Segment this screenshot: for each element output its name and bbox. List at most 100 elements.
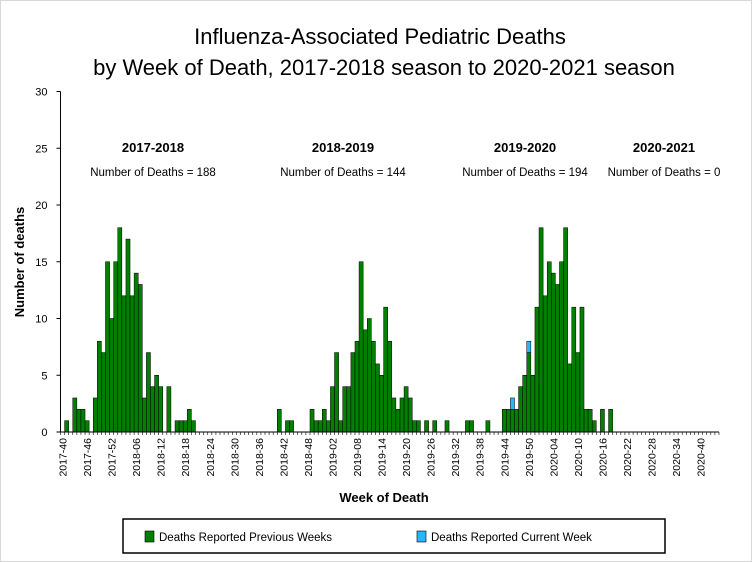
y-tick-label: 10 xyxy=(35,314,47,326)
bar-previous-weeks xyxy=(506,409,511,433)
bar-previous-weeks xyxy=(444,420,450,433)
bar-previous-weeks xyxy=(137,284,143,433)
bar-previous-weeks xyxy=(117,227,123,433)
bar-previous-weeks xyxy=(191,420,196,433)
bar-previous-weeks xyxy=(182,420,188,433)
season-deaths-label: Number of Deaths = 188 xyxy=(90,167,216,179)
bar-previous-weeks xyxy=(546,261,552,433)
x-tick-label: 2019-02 xyxy=(327,438,339,477)
season-label: 2018-2019 xyxy=(312,140,374,155)
y-axis: 0 5 10 15 20 25 30 xyxy=(35,87,61,439)
x-tick-label: 2020-28 xyxy=(647,438,659,477)
bar-previous-weeks xyxy=(469,420,474,433)
chart-title: Influenza-Associated Pediatric Deaths xyxy=(194,24,566,49)
bar-previous-weeks xyxy=(92,397,98,433)
bar-previous-weeks xyxy=(80,409,86,433)
bar-previous-weeks xyxy=(526,352,532,433)
bar-previous-weeks xyxy=(600,409,605,433)
bar-previous-weeks xyxy=(142,397,147,433)
bar-previous-weeks xyxy=(346,386,352,433)
bar-previous-weeks xyxy=(101,352,106,433)
bar-previous-weeks xyxy=(326,420,331,433)
bar-previous-weeks xyxy=(317,420,323,433)
season-deaths-label: Number of Deaths = 144 xyxy=(280,167,406,179)
bar-previous-weeks xyxy=(411,420,417,433)
bar-previous-weeks xyxy=(338,420,343,433)
bar-previous-weeks xyxy=(330,386,335,433)
bar-previous-weeks xyxy=(518,386,523,433)
bar-previous-weeks xyxy=(342,386,348,433)
y-tick-label: 15 xyxy=(35,257,47,269)
bar-previous-weeks xyxy=(64,420,69,433)
bar-previous-weeks xyxy=(350,352,356,433)
bar-previous-weeks xyxy=(125,238,131,433)
bar-previous-weeks xyxy=(133,272,139,433)
x-axis: 2017-40 2017-46 2017-52 2018-06 2018-12 2018-… xyxy=(58,431,720,477)
bar-previous-weeks xyxy=(424,420,429,433)
x-tick-label: 2018-18 xyxy=(180,438,192,477)
bar-previous-weeks xyxy=(166,386,172,433)
x-tick-label: 2019-14 xyxy=(377,438,389,477)
x-tick-label: 2018-30 xyxy=(229,438,241,477)
y-tick-label: 0 xyxy=(41,427,47,439)
x-tick-label: 2019-26 xyxy=(426,438,438,477)
x-tick-label: 2018-24 xyxy=(205,438,217,477)
bar-previous-weeks xyxy=(383,306,388,433)
x-tick-label: 2019-38 xyxy=(475,438,487,477)
bar-previous-weeks xyxy=(375,363,380,433)
bar-previous-weeks xyxy=(465,420,470,433)
bar-previous-weeks xyxy=(362,329,368,433)
bar-previous-weeks xyxy=(542,295,548,433)
bar-previous-weeks xyxy=(154,375,159,433)
bar-previous-weeks xyxy=(158,386,164,433)
season-deaths-label: Number of Deaths = 0 xyxy=(608,167,721,179)
x-tick-label: 2017-52 xyxy=(107,438,119,477)
x-tick-label: 2019-20 xyxy=(401,438,413,477)
bar-previous-weeks xyxy=(334,352,339,433)
x-tick-label: 2018-42 xyxy=(278,438,290,477)
x-tick-label: 2017-46 xyxy=(82,438,94,477)
legend-swatch-current-week xyxy=(416,530,427,543)
bar-previous-weeks xyxy=(289,420,294,433)
x-tick-label: 2020-10 xyxy=(573,438,585,477)
x-tick-label: 2019-08 xyxy=(352,438,364,477)
bar-previous-weeks xyxy=(113,261,119,433)
legend-swatch-previous-weeks xyxy=(144,530,155,543)
bar-previous-weeks xyxy=(84,420,90,433)
bar-previous-weeks xyxy=(530,375,536,433)
season-label: 2017-2018 xyxy=(122,140,184,155)
bar-current-week xyxy=(510,397,515,410)
x-tick-label: 2019-50 xyxy=(524,438,536,477)
bar-previous-weeks xyxy=(174,420,180,433)
x-tick-label: 2017-40 xyxy=(58,438,70,477)
y-tick-label: 30 xyxy=(35,87,47,99)
legend-box xyxy=(122,518,666,554)
bar-previous-weeks xyxy=(514,409,519,433)
x-tick-label: 2018-06 xyxy=(131,438,143,477)
bar-previous-weeks xyxy=(322,409,327,433)
y-tick-label: 25 xyxy=(35,143,47,155)
bar-previous-weeks xyxy=(129,295,135,433)
bar-previous-weeks xyxy=(555,284,560,433)
bar-previous-weeks xyxy=(501,409,507,433)
season-label: 2020-2021 xyxy=(633,140,695,155)
x-axis-title: Week of Death xyxy=(339,490,428,505)
bar-previous-weeks xyxy=(109,318,114,433)
bar-previous-weeks xyxy=(587,409,593,433)
bar-previous-weeks xyxy=(399,397,405,433)
bar-previous-weeks xyxy=(563,227,568,433)
x-tick-label: 2020-16 xyxy=(597,438,609,477)
bar-previous-weeks xyxy=(358,261,364,433)
bar-previous-weeks xyxy=(379,375,384,433)
y-axis-title: Number of deaths xyxy=(12,207,27,318)
bars-group xyxy=(64,227,613,433)
bar-previous-weeks xyxy=(277,409,282,433)
season-labels: 2017-2018 Number of Deaths = 188 2018-2019… xyxy=(90,140,720,179)
x-tick-label: 2018-36 xyxy=(254,438,266,477)
bar-previous-weeks xyxy=(608,409,613,433)
bar-previous-weeks xyxy=(371,340,376,433)
y-tick-label: 5 xyxy=(41,370,47,382)
bar-previous-weeks xyxy=(178,420,184,433)
bar-previous-weeks xyxy=(146,352,151,433)
